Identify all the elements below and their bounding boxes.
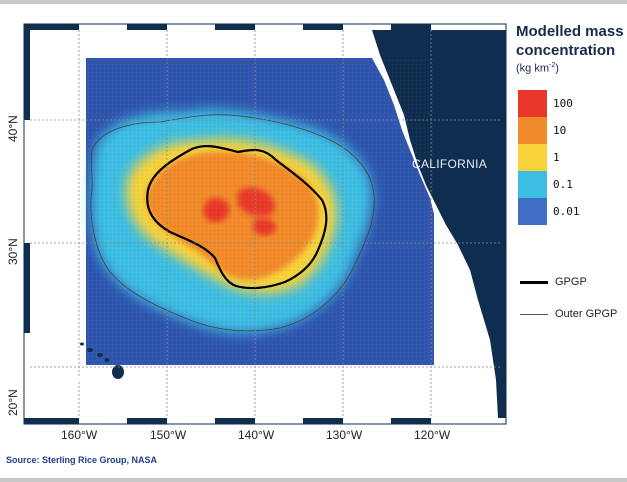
california-label: CALIFORNIA [412, 157, 488, 171]
graticule [30, 30, 500, 418]
top-border [0, 0, 627, 4]
legend-unit-exponent: -2 [549, 62, 556, 69]
legend-label-outer-gpgp: Outer GPGP [555, 308, 618, 320]
lon-label-120: 120°W [414, 428, 451, 442]
legend-swatch-0-1 [518, 171, 547, 198]
lat-label-30: 30°N [6, 238, 20, 265]
hawaii-label: HAWAII [68, 371, 112, 385]
legend-label-10: 10 [553, 124, 567, 137]
legend-label-100: 100 [553, 97, 573, 110]
model-domain [86, 58, 434, 365]
legend-unit-close: ) [555, 62, 559, 75]
hawaii-islands [80, 342, 124, 379]
lat-label-20: 20°N [6, 389, 20, 416]
legend-label-gpgp: GPGP [555, 276, 587, 288]
source-credit: Source: Sterling Rice Group, NASA [6, 455, 158, 465]
legend-swatch-10 [518, 117, 547, 144]
legend-line-outer-gpgp [520, 314, 548, 315]
legend-swatch-1 [518, 144, 547, 171]
california-land [372, 30, 506, 418]
lon-label-140: 140°W [238, 428, 275, 442]
legend-label-1: 1 [553, 151, 560, 164]
gpgp-contour [146, 144, 328, 290]
lon-label-160: 160°W [61, 428, 98, 442]
legend-unit: (kg km-2) [516, 62, 559, 75]
legend-label-0-1: 0.1 [553, 178, 573, 191]
lon-label-150: 150°W [150, 428, 187, 442]
legend-label-0-01: 0.01 [553, 205, 580, 218]
outer-gpgp-contour [90, 114, 375, 332]
legend-swatch-0-01 [518, 198, 547, 225]
bottom-border [0, 478, 627, 482]
legend-swatch-100 [518, 90, 547, 117]
legend-line-gpgp [520, 281, 548, 284]
lat-label-40: 40°N [6, 115, 20, 142]
concentration-map [23, 23, 507, 425]
legend-title: Modelled mass concentration [516, 23, 624, 59]
legend-unit-base: (kg km [516, 62, 549, 75]
lon-label-130: 130°W [326, 428, 363, 442]
